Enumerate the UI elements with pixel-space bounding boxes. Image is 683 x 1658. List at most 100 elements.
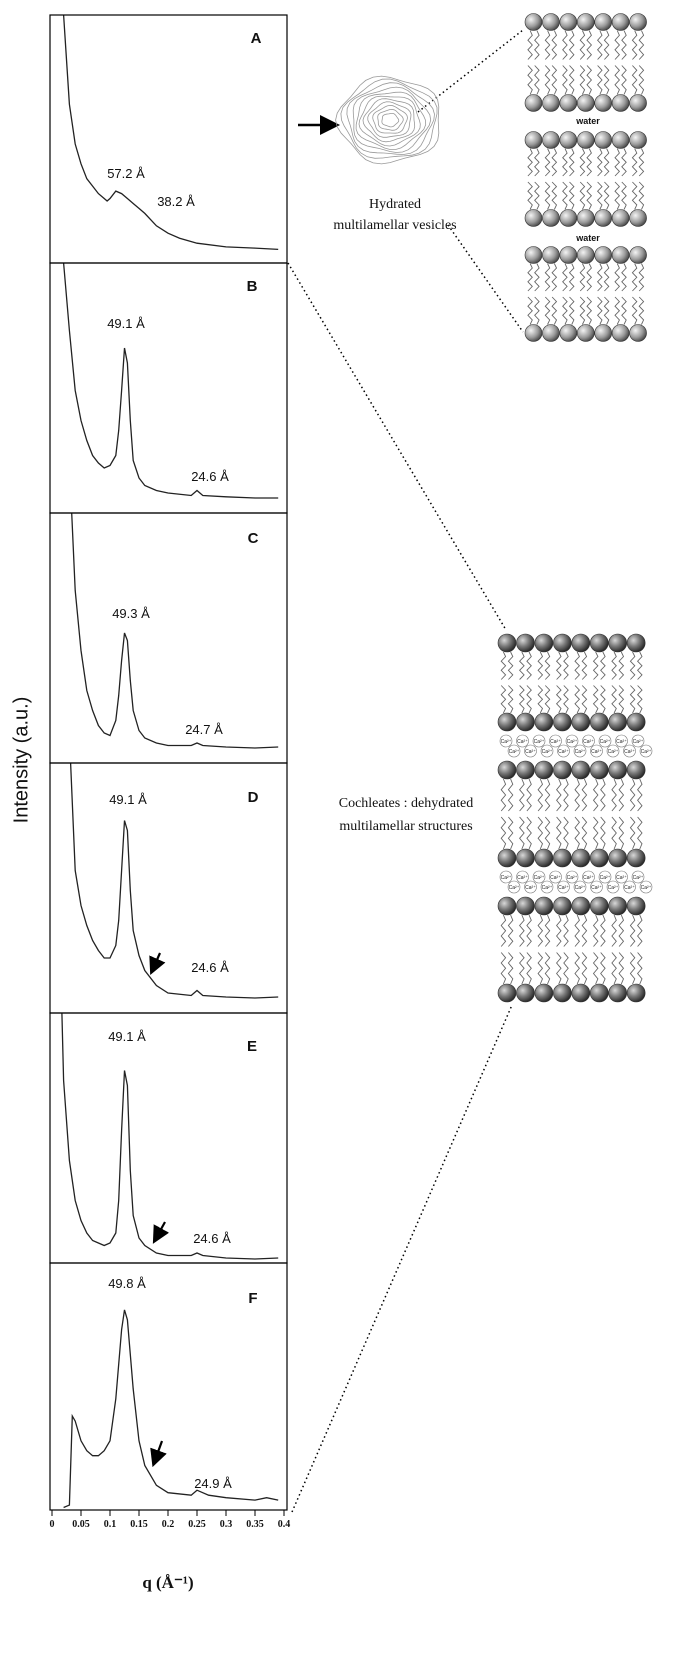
panel-letter: D: [248, 789, 259, 806]
lipid-tail: [615, 297, 619, 325]
lipid-tail: [528, 297, 532, 325]
lipid-tail: [622, 66, 626, 95]
lipid-tail: [564, 915, 568, 947]
lipid-tail: [580, 149, 584, 177]
lipid-head: [553, 984, 571, 1002]
peak-label: 49.1 Å: [107, 316, 145, 331]
lipid-tail: [598, 149, 602, 177]
calcium-label: Ca²⁺: [542, 749, 553, 755]
lipid-tail: [545, 297, 549, 325]
lipid-head: [516, 761, 534, 779]
lipid-tail: [598, 297, 602, 325]
lipid-tail: [528, 66, 532, 95]
lipid-tail: [632, 182, 636, 210]
cochleate-bilayer: [498, 761, 645, 867]
lipid-tail: [639, 182, 643, 210]
lipid-tail: [563, 264, 567, 292]
lipid-tail: [575, 915, 579, 947]
lipid-head: [498, 897, 516, 915]
calcium-label: Ca²⁺: [600, 875, 611, 881]
lipid-tail: [528, 31, 532, 60]
lipid-tail: [528, 182, 532, 210]
lipid-tail: [604, 31, 608, 60]
lipid-tail: [598, 182, 602, 210]
lipid-head: [535, 634, 553, 652]
lipid-head: [609, 849, 627, 867]
lipid-tail: [580, 31, 584, 60]
lipid-head: [590, 761, 608, 779]
lipid-tail: [575, 817, 579, 849]
lipid-tail: [580, 66, 584, 95]
lipid-head: [630, 325, 647, 342]
lipid-tail: [527, 915, 531, 947]
x-tick-label: 0.25: [188, 1519, 206, 1530]
lipid-tail: [527, 779, 531, 811]
lipid-tail: [612, 915, 616, 947]
lipid-head: [595, 210, 612, 227]
saxs-curve: [64, 1310, 279, 1508]
lipid-tail: [528, 149, 532, 177]
lipid-head: [595, 14, 612, 31]
lipid-tail: [520, 915, 525, 947]
shoulder-arrow: [155, 1222, 165, 1240]
lipid-tail: [619, 953, 623, 985]
lipid-tail: [563, 182, 567, 210]
lipid-head: [595, 325, 612, 342]
lipid-head: [525, 247, 542, 264]
lipid-tail: [501, 953, 505, 985]
lipid-head: [525, 95, 542, 112]
calcium-label: Ca²⁺: [575, 885, 586, 891]
peak-label: 24.6 Å: [191, 469, 229, 484]
lipid-head: [627, 761, 645, 779]
lipid-tail: [615, 66, 619, 95]
calcium-label: Ca²⁺: [591, 749, 602, 755]
lipid-tail: [552, 66, 556, 95]
lipid-head: [590, 897, 608, 915]
lipid-head: [572, 897, 590, 915]
lipid-tail: [575, 953, 579, 985]
lipid-head: [498, 984, 516, 1002]
lipid-head: [516, 713, 534, 731]
panel-letter: E: [247, 1038, 257, 1055]
lipid-tail: [594, 953, 598, 985]
connectors: [288, 30, 523, 1512]
lipid-head: [535, 849, 553, 867]
lipid-tail: [582, 817, 586, 849]
x-tick-label: 0.35: [246, 1519, 264, 1530]
lipid-tail: [601, 652, 605, 680]
lipid-tail: [612, 652, 616, 680]
lipid-tail: [639, 297, 643, 325]
calcium-label: Ca²⁺: [534, 875, 545, 881]
lipid-head: [560, 95, 577, 112]
lipid-tail: [535, 31, 539, 60]
lipid-tail: [630, 953, 634, 985]
lipid-tail: [638, 915, 642, 947]
lipid-head: [542, 132, 559, 149]
calcium-label: Ca²⁺: [633, 739, 644, 745]
lipid-tail: [538, 817, 542, 849]
lipid-head: [525, 132, 542, 149]
lipid-tail: [563, 297, 567, 325]
lipid-head: [560, 132, 577, 149]
lipid-tail: [587, 31, 591, 60]
lipid-tail: [538, 652, 542, 680]
lipid-tail: [615, 31, 619, 60]
shoulder-arrow: [154, 1441, 162, 1463]
hydrated-bilayer: [525, 247, 647, 342]
lipid-tail: [564, 779, 568, 811]
lipid-head: [630, 95, 647, 112]
lipid-tail: [508, 686, 512, 714]
lipid-tail: [501, 817, 505, 849]
x-tick-label: 0.2: [162, 1519, 175, 1530]
lipid-tail: [564, 817, 568, 849]
peak-label: 57.2 Å: [107, 166, 145, 181]
lipid-tail: [508, 953, 512, 985]
lipid-head: [609, 761, 627, 779]
calcium-label: Ca²⁺: [567, 739, 578, 745]
lipid-tail: [622, 297, 626, 325]
lipid-head: [612, 132, 629, 149]
lipid-tail: [594, 686, 598, 714]
x-tick-label: 0.1: [104, 1519, 117, 1530]
lipid-tail: [638, 686, 642, 714]
lipid-tail: [520, 953, 525, 985]
